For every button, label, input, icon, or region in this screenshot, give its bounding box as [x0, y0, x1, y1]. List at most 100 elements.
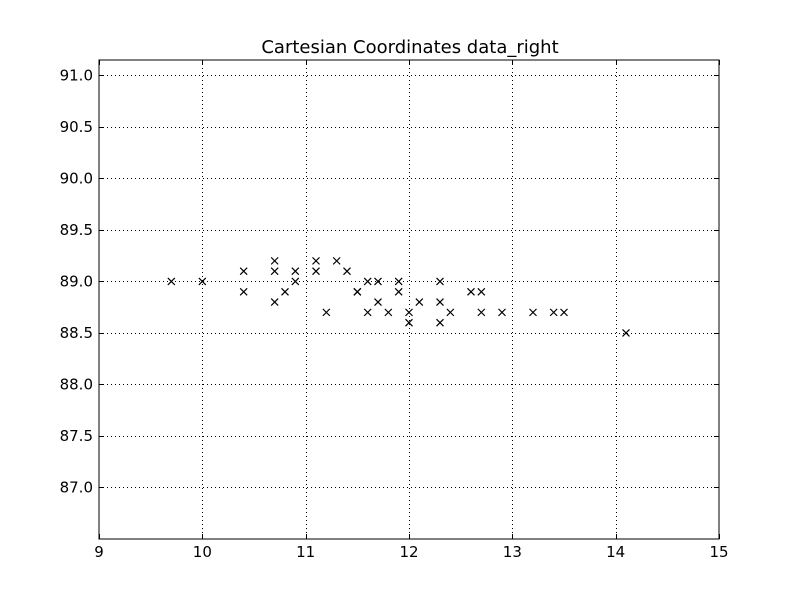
- data-point: [374, 277, 382, 286]
- y-tick-label: 90.5: [60, 118, 93, 136]
- marker-stroke: [198, 277, 207, 286]
- data-point: [363, 277, 372, 286]
- data-point: [384, 308, 393, 317]
- marker-stroke: [529, 308, 537, 317]
- marker-stroke: [291, 277, 300, 286]
- data-point: [529, 308, 537, 317]
- marker-stroke: [374, 277, 382, 286]
- marker-stroke: [239, 267, 248, 276]
- data-point: [270, 267, 279, 276]
- marker-stroke: [322, 308, 331, 317]
- marker-stroke: [436, 298, 444, 306]
- marker-stroke: [415, 298, 424, 306]
- marker-stroke: [363, 277, 372, 286]
- data-point: [477, 287, 486, 296]
- marker-stroke: [312, 267, 320, 276]
- data-point: [477, 308, 486, 317]
- data-point: [322, 308, 331, 317]
- data-point: [446, 308, 455, 317]
- data-point: [363, 308, 372, 317]
- tick-labels: 9 10 11 12 13 14 15 87.0 87.5 88.0 88.5 89.0 89.5 90.…: [60, 66, 729, 561]
- marker-stroke: [270, 267, 279, 276]
- data-point: [622, 329, 630, 337]
- x-tick-label: 10: [193, 543, 212, 561]
- y-tick-label: 88.0: [60, 375, 93, 393]
- y-tick-label: 90.0: [60, 169, 93, 187]
- data-point: [343, 267, 351, 276]
- x-tick-label: 11: [296, 543, 315, 561]
- data-point: [436, 277, 444, 286]
- x-tick-label: 9: [94, 543, 104, 561]
- marker-stroke: [363, 308, 372, 317]
- marker-stroke: [436, 277, 444, 286]
- data-point: [394, 287, 403, 296]
- marker-stroke: [498, 308, 506, 317]
- y-tick-label: 89.5: [60, 221, 93, 239]
- data-point: [405, 318, 413, 327]
- data-point: [198, 277, 207, 286]
- y-tick-label: 88.5: [60, 324, 93, 342]
- data-point: [394, 277, 403, 286]
- data-point: [549, 308, 558, 317]
- marker-stroke: [622, 329, 630, 337]
- marker-stroke: [312, 256, 320, 265]
- marker-stroke: [281, 287, 289, 296]
- x-tick-label: 14: [606, 543, 625, 561]
- marker-stroke: [477, 287, 486, 296]
- data-point: [560, 308, 568, 317]
- x-tick-label: 13: [503, 543, 522, 561]
- y-tick-label: 89.0: [60, 272, 93, 290]
- data-point: [291, 277, 300, 286]
- marker-stroke: [270, 298, 279, 306]
- data-point: [312, 256, 320, 265]
- data-point: [405, 308, 413, 317]
- y-tick-label: 87.5: [60, 427, 93, 445]
- x-tick-label: 15: [709, 543, 728, 561]
- marker-stroke: [384, 308, 393, 317]
- marker-stroke: [167, 277, 176, 286]
- marker-stroke: [405, 318, 413, 327]
- marker-stroke: [374, 298, 382, 306]
- data-point: [353, 287, 362, 296]
- y-tick-label: 87.0: [60, 478, 93, 496]
- plot-frame: [98, 59, 720, 540]
- data-point: [270, 298, 279, 306]
- marker-stroke: [560, 308, 568, 317]
- data-points: [167, 256, 630, 337]
- data-point: [374, 298, 382, 306]
- data-point: [436, 298, 444, 306]
- grid-lines: [99, 60, 719, 539]
- data-point: [270, 256, 279, 265]
- y-tick-label: 91.0: [60, 66, 93, 84]
- marker-stroke: [477, 308, 486, 317]
- data-point: [332, 256, 341, 265]
- data-point: [467, 287, 475, 296]
- marker-stroke: [549, 308, 558, 317]
- marker-stroke: [343, 267, 351, 276]
- marker-stroke: [436, 318, 444, 327]
- data-point: [239, 287, 248, 296]
- data-point: [498, 308, 506, 317]
- data-point: [239, 267, 248, 276]
- marker-stroke: [405, 308, 413, 317]
- data-point: [281, 287, 289, 296]
- marker-stroke: [239, 287, 248, 296]
- data-point: [436, 318, 444, 327]
- x-tick-label: 12: [399, 543, 418, 561]
- marker-stroke: [353, 287, 362, 296]
- marker-stroke: [270, 256, 279, 265]
- marker-stroke: [291, 267, 300, 276]
- chart-title: Cartesian Coordinates data_right: [261, 37, 558, 58]
- marker-stroke: [332, 256, 341, 265]
- marker-stroke: [446, 308, 455, 317]
- marker-stroke: [394, 287, 403, 296]
- data-point: [312, 267, 320, 276]
- axis-ticks: [99, 60, 720, 539]
- data-point: [167, 277, 176, 286]
- data-point: [291, 267, 300, 276]
- marker-stroke: [467, 287, 475, 296]
- marker-stroke: [394, 277, 403, 286]
- data-point: [415, 298, 424, 306]
